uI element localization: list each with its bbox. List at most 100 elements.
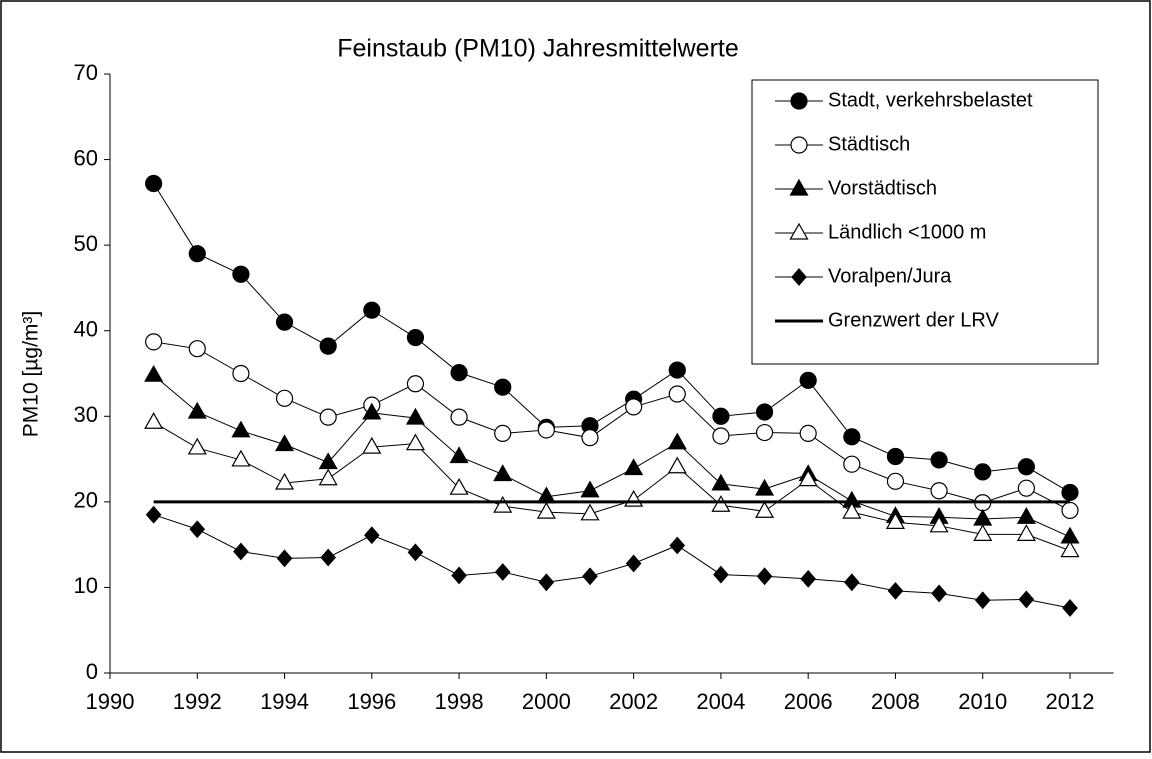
data-point [886,447,905,466]
data-point [1061,483,1079,502]
data-point [930,451,948,469]
data-point [1061,501,1079,520]
x-tick-label: 2002 [609,689,658,714]
data-point [449,477,469,495]
data-point [275,313,294,331]
data-point [844,573,860,592]
y-tick-label: 60 [74,145,98,170]
series-line [153,183,1071,493]
data-point [364,526,380,545]
data-point [362,402,382,420]
data-point [1060,540,1080,558]
data-point [755,501,775,518]
data-point [667,432,687,450]
data-point [494,378,512,396]
legend-marker [790,92,808,110]
data-point [582,567,598,586]
data-point [145,505,162,524]
data-point [494,424,512,442]
y-tick-label: 10 [74,573,98,598]
data-point [275,434,295,452]
legend-label: Ländlich <1000 m [828,221,986,243]
data-point [405,407,425,425]
data-point [231,420,251,438]
data-point [669,536,686,555]
data-point [974,591,991,610]
x-tick-label: 2006 [784,689,833,714]
data-point [756,567,773,586]
data-point [275,472,295,490]
data-point [1017,479,1035,497]
data-point [318,452,338,470]
series-line [153,341,1071,511]
x-tick-label: 2012 [1046,689,1095,714]
data-point [450,364,468,382]
data-point [842,501,862,519]
x-tick-label: 2010 [958,689,1007,714]
data-point [800,569,816,588]
series-line [153,374,1071,538]
data-point [493,464,513,482]
data-point [668,361,686,379]
data-point [667,456,687,474]
y-tick-label: 0 [86,659,98,684]
data-point [319,337,337,355]
y-tick-label: 50 [74,231,98,256]
data-point [755,423,774,442]
legend-marker [789,222,809,240]
data-point [318,468,338,486]
data-point [232,364,250,383]
series-line [153,514,1071,609]
data-point [799,424,817,442]
x-tick-label: 2004 [696,689,745,714]
data-point [188,340,206,358]
data-point [624,458,644,476]
y-tick-label: 30 [74,402,98,427]
data-point [276,549,293,568]
data-point [798,469,818,487]
data-point [712,427,730,445]
data-point [363,301,381,319]
x-tick-label: 2008 [871,689,920,714]
data-point [406,328,425,347]
data-point [843,455,861,473]
legend-label: Stadt, verkehrsbelastet [828,89,1033,111]
data-point [450,408,468,426]
data-point [580,480,600,498]
x-tick-label: 1994 [260,689,309,714]
data-point [319,408,337,426]
data-point [668,385,686,403]
data-point [625,398,643,416]
data-point [451,566,467,585]
x-tick-label: 2000 [522,689,571,714]
data-point [187,401,207,419]
data-point [886,472,905,490]
data-point [713,565,729,584]
data-point [231,449,251,467]
data-point [536,501,556,519]
data-point [930,482,948,500]
data-point [929,515,949,533]
data-point [144,364,164,382]
y-tick-label: 20 [74,488,98,513]
legend-box [751,79,1099,365]
data-point [1016,524,1036,541]
data-point [843,428,861,446]
data-point [1017,458,1035,476]
legend-label: Voralpen/Jura [828,265,952,287]
y-axis-label: PM10 [µg/m³] [20,311,43,437]
data-point [144,412,164,429]
x-tick-label: 1996 [347,689,396,714]
data-point [581,429,599,447]
data-point [407,543,424,562]
data-point [232,265,250,283]
data-point [449,446,469,464]
data-point [537,421,555,439]
data-point [625,554,642,573]
data-point [538,573,555,592]
x-tick-label: 1992 [173,689,222,714]
data-point [145,174,163,193]
data-point [712,407,730,425]
data-point [755,403,774,421]
y-tick-label: 40 [74,317,98,342]
